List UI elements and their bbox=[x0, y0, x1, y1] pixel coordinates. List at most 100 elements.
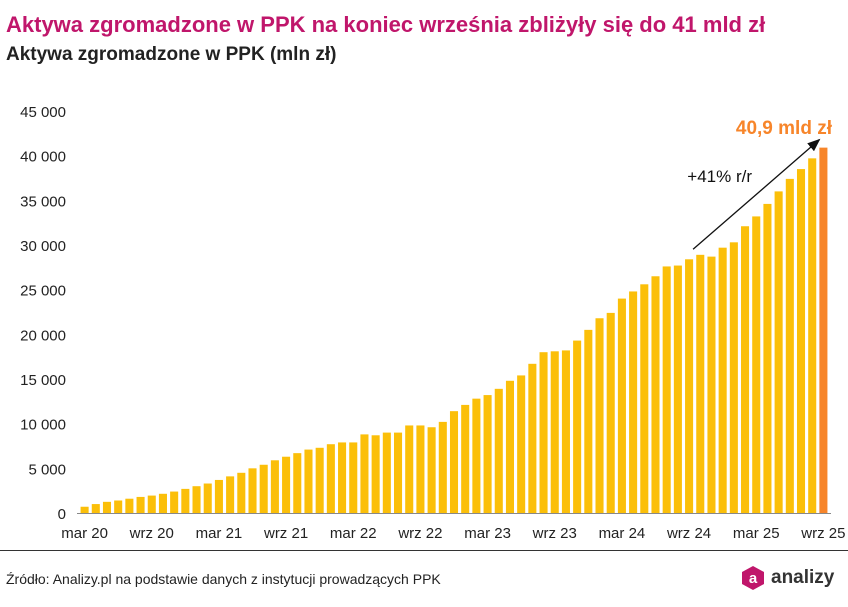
bar bbox=[561, 350, 570, 513]
chart-title: Aktywa zgromadzone w PPK na koniec wrześ… bbox=[6, 12, 766, 37]
bar bbox=[125, 498, 134, 513]
y-tick-label: 0 bbox=[58, 506, 66, 523]
y-tick-label: 20 000 bbox=[20, 327, 66, 344]
y-tick-label: 5 000 bbox=[28, 461, 66, 478]
bar bbox=[438, 421, 447, 513]
bar bbox=[449, 411, 459, 513]
bar bbox=[640, 284, 649, 513]
y-tick-label: 25 000 bbox=[20, 283, 66, 300]
bar bbox=[214, 479, 223, 513]
bar bbox=[147, 495, 156, 513]
bar bbox=[651, 276, 660, 513]
bar bbox=[394, 432, 403, 513]
x-tick-label: wrz 22 bbox=[397, 525, 442, 542]
bar bbox=[382, 432, 391, 513]
bar bbox=[304, 449, 313, 513]
bar bbox=[494, 388, 503, 513]
x-tick-label: mar 20 bbox=[61, 525, 108, 542]
logo-letter: a bbox=[749, 570, 758, 587]
bar bbox=[416, 425, 425, 513]
bar bbox=[796, 169, 806, 514]
bar bbox=[774, 191, 783, 513]
analizy-logo: a analizy bbox=[740, 563, 834, 593]
bar bbox=[752, 216, 761, 513]
y-tick-label: 10 000 bbox=[20, 417, 66, 434]
bar bbox=[595, 318, 604, 513]
logo-text: analizy bbox=[771, 567, 835, 588]
y-tick-label: 30 000 bbox=[20, 238, 66, 255]
bar-chart: 0 5 000 10 000 15 000 20 000 25 000 30 000 35 0… bbox=[20, 104, 845, 542]
bar bbox=[170, 491, 179, 513]
bar bbox=[91, 504, 100, 513]
bar bbox=[584, 329, 593, 513]
bar bbox=[270, 460, 279, 513]
bar bbox=[763, 203, 772, 513]
bar bbox=[405, 425, 414, 513]
bar bbox=[696, 254, 705, 513]
bar bbox=[483, 395, 492, 513]
x-tick-label: mar 23 bbox=[464, 525, 511, 542]
growth-arrow bbox=[692, 138, 821, 250]
bar bbox=[237, 472, 246, 513]
x-tick-label: wrz 24 bbox=[666, 525, 711, 542]
footer-divider bbox=[0, 550, 848, 551]
y-tick-label: 40 000 bbox=[20, 149, 66, 166]
bar bbox=[472, 398, 481, 513]
bar bbox=[673, 265, 682, 513]
bar bbox=[192, 486, 201, 513]
bar bbox=[550, 351, 559, 513]
bar bbox=[349, 442, 358, 513]
x-tick-label: wrz 25 bbox=[800, 525, 845, 542]
bar bbox=[203, 483, 212, 513]
bar bbox=[629, 291, 638, 513]
bar bbox=[461, 404, 470, 513]
bar bbox=[282, 456, 291, 513]
x-tick-label: wrz 21 bbox=[263, 525, 308, 542]
bar bbox=[741, 226, 750, 514]
bar bbox=[606, 312, 615, 513]
bar bbox=[528, 363, 537, 513]
bar bbox=[102, 501, 112, 513]
growth-label: +41% r/r bbox=[687, 167, 752, 186]
bar bbox=[158, 493, 167, 513]
bar-highlight bbox=[819, 147, 828, 514]
x-tick-label: wrz 20 bbox=[129, 525, 174, 542]
x-tick-label: mar 24 bbox=[599, 525, 646, 542]
bar bbox=[326, 444, 335, 513]
y-tick-label: 15 000 bbox=[20, 372, 66, 389]
bar bbox=[338, 442, 347, 513]
bar bbox=[248, 468, 257, 513]
bar bbox=[226, 476, 235, 513]
value-label: 40,9 mld zł bbox=[736, 118, 833, 139]
bar bbox=[360, 434, 369, 513]
bar bbox=[80, 506, 89, 513]
x-tick-label: mar 25 bbox=[733, 525, 780, 542]
chart-subtitle: Aktywa zgromadzone w PPK (mln zł) bbox=[6, 44, 337, 65]
bar bbox=[517, 375, 526, 513]
bar bbox=[315, 447, 324, 513]
y-tick-label: 45 000 bbox=[20, 104, 66, 121]
bar bbox=[718, 247, 727, 513]
bar bbox=[707, 256, 716, 513]
bar bbox=[114, 500, 123, 513]
bar bbox=[181, 488, 190, 513]
bar bbox=[729, 242, 738, 513]
bar bbox=[573, 340, 582, 513]
bar bbox=[785, 178, 794, 514]
x-tick-label: wrz 23 bbox=[532, 525, 577, 542]
source-note: Źródło: Analizy.pl na podstawie danych z… bbox=[6, 571, 441, 587]
bar bbox=[662, 266, 671, 513]
bar bbox=[505, 380, 514, 513]
bar bbox=[808, 158, 817, 513]
bar bbox=[617, 298, 626, 513]
x-tick-label: mar 22 bbox=[330, 525, 377, 542]
bar bbox=[427, 427, 436, 513]
bar bbox=[371, 435, 380, 513]
bar bbox=[685, 259, 694, 513]
y-tick-label: 35 000 bbox=[20, 193, 66, 210]
x-tick-label: mar 21 bbox=[196, 525, 243, 542]
bar bbox=[539, 352, 548, 513]
bar bbox=[259, 464, 268, 513]
bar bbox=[136, 496, 145, 513]
bar bbox=[293, 453, 302, 513]
